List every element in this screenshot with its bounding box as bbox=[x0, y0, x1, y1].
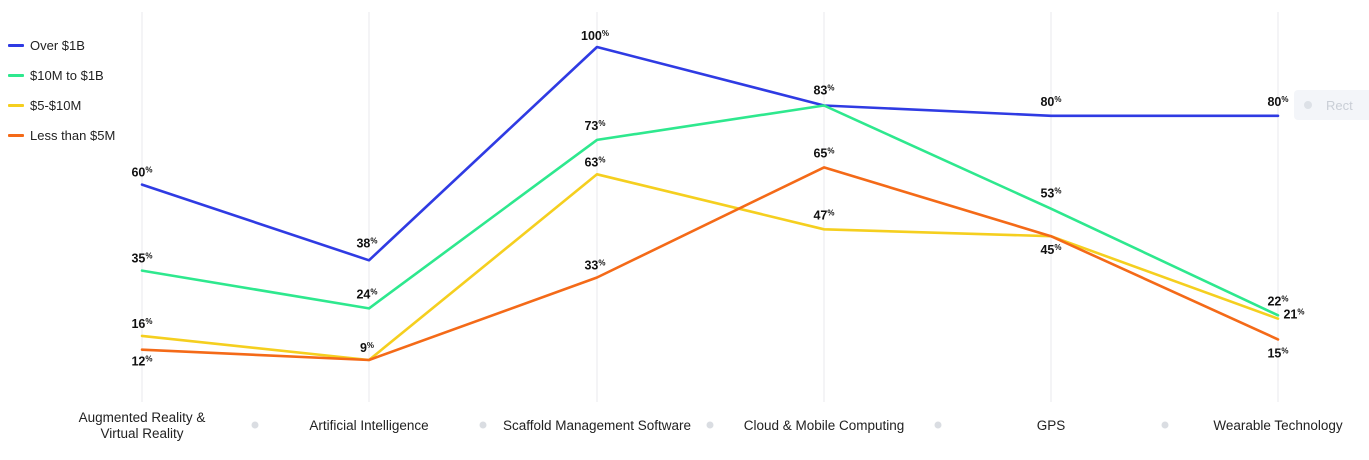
category-label: GPS bbox=[1037, 418, 1066, 433]
data-label: 80% bbox=[1267, 95, 1288, 109]
data-label: 60% bbox=[131, 166, 152, 180]
category-label: Cloud & Mobile Computing bbox=[744, 418, 905, 433]
data-label: 38% bbox=[356, 236, 377, 250]
data-label: 53% bbox=[1040, 187, 1061, 201]
data-label: 45% bbox=[1040, 243, 1061, 257]
data-label: 9% bbox=[360, 341, 374, 355]
series-line-1 bbox=[140, 104, 1280, 317]
separator-dot-icon bbox=[251, 421, 259, 429]
data-label: 16% bbox=[131, 317, 152, 331]
legend-label: $10M to $1B bbox=[30, 67, 104, 83]
legend-swatch-icon bbox=[8, 43, 24, 47]
data-label: 63% bbox=[584, 155, 605, 169]
data-label: 100% bbox=[581, 29, 609, 43]
legend-swatch-icon bbox=[8, 73, 24, 77]
category-label: Scaffold Management Software bbox=[503, 418, 691, 433]
data-label: 65% bbox=[813, 146, 834, 160]
category-label: Artificial Intelligence bbox=[309, 418, 428, 433]
separator-dot-icon bbox=[934, 421, 942, 429]
legend-swatch-icon bbox=[8, 133, 24, 137]
data-label: 12% bbox=[131, 355, 152, 369]
legend-item-10m-to-1b[interactable]: $10M to $1B bbox=[8, 60, 115, 90]
category-label: Virtual Reality bbox=[100, 426, 183, 441]
legend-label: Over $1B bbox=[30, 37, 85, 53]
data-label: 22% bbox=[1267, 294, 1288, 308]
separator-dot-icon bbox=[706, 421, 714, 429]
category-label: Wearable Technology bbox=[1213, 418, 1343, 433]
series-line-0 bbox=[140, 45, 1280, 262]
faded-overlay-button[interactable]: Rect bbox=[1294, 90, 1369, 120]
legend-label: Less than $5M bbox=[30, 127, 116, 143]
legend-item-less-than-5m[interactable]: Less than $5M bbox=[8, 120, 115, 150]
data-label: 21% bbox=[1283, 308, 1304, 322]
legend-item-over-1b[interactable]: Over $1B bbox=[8, 30, 115, 60]
dot-icon bbox=[1304, 101, 1312, 109]
series-line-3 bbox=[140, 166, 1280, 362]
data-label: 15% bbox=[1267, 346, 1288, 360]
series-line-2 bbox=[140, 173, 1280, 362]
faded-overlay-label: Rect bbox=[1326, 97, 1353, 113]
chart-legend: Over $1B $10M to $1B $5-$10M Less than $… bbox=[8, 30, 115, 150]
data-label: 47% bbox=[813, 208, 834, 222]
legend-swatch-icon bbox=[8, 103, 24, 107]
separator-dot-icon bbox=[479, 421, 487, 429]
data-label: 24% bbox=[356, 287, 377, 301]
data-label: 33% bbox=[584, 258, 605, 272]
data-label: 73% bbox=[584, 119, 605, 133]
separator-dot-icon bbox=[1161, 421, 1169, 429]
legend-item-5-10m[interactable]: $5-$10M bbox=[8, 90, 115, 120]
data-label: 35% bbox=[131, 252, 152, 266]
category-label: Augmented Reality & bbox=[79, 410, 206, 425]
data-label: 80% bbox=[1040, 95, 1061, 109]
legend-label: $5-$10M bbox=[30, 97, 82, 113]
data-label: 83% bbox=[813, 83, 834, 97]
